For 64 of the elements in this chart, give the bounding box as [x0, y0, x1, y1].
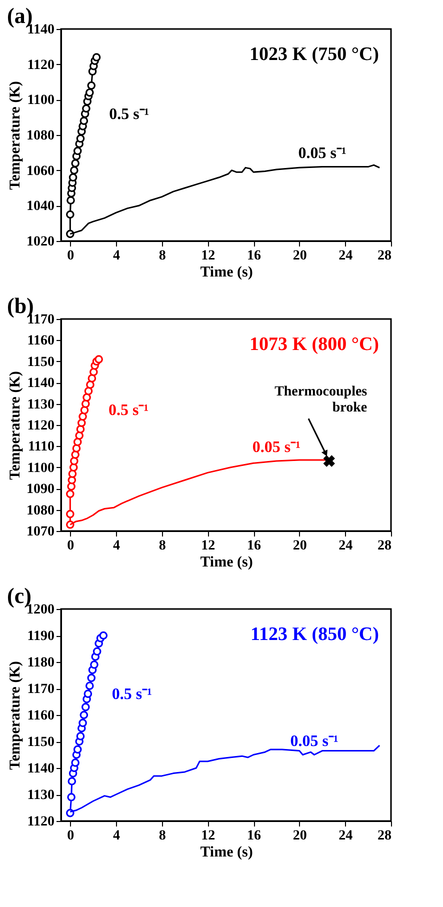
- series-label: 0.05 s⁻¹: [298, 144, 346, 162]
- series-label: 0.5 s⁻¹: [109, 106, 150, 123]
- y-tick-label: 1080: [26, 503, 54, 518]
- series-label: 0.5 s⁻¹: [108, 402, 149, 420]
- y-tick-label: 1140: [27, 376, 54, 392]
- y-tick-label: 1120: [27, 58, 54, 73]
- x-tick-label: 12: [201, 248, 216, 264]
- series-label: 0.05 s⁻¹: [290, 732, 338, 750]
- x-tick-label: 16: [247, 248, 261, 264]
- x-tick-label: 24: [338, 828, 353, 844]
- y-axis-title: Temperature (K): [8, 371, 24, 480]
- y-tick-label: 1140: [27, 762, 54, 776]
- y-tick-label: 1040: [26, 199, 54, 214]
- x-tick-label: 28: [378, 538, 392, 554]
- series-label: 0.5 s⁻¹: [112, 686, 152, 703]
- y-tick-label: 1130: [27, 788, 54, 803]
- x-tick-label: 20: [292, 538, 307, 554]
- y-tick-label: 1160: [27, 708, 54, 724]
- y-axis-title: Temperature (K): [8, 661, 24, 770]
- x-tick-label: 28: [378, 828, 392, 844]
- x-tick-label: 12: [201, 828, 216, 844]
- x-axis-title: Time (s): [200, 264, 253, 280]
- y-tick-label: 1120: [27, 418, 54, 434]
- y-tick-label: 1160: [27, 334, 54, 349]
- annotation: 1123 K (850 °C): [250, 624, 379, 645]
- x-tick-label: 4: [113, 538, 120, 554]
- y-tick-label: 1100: [27, 93, 54, 108]
- y-tick-label: 1150: [27, 735, 54, 750]
- y-tick-label: 1060: [26, 164, 54, 179]
- x-tick-label: 24: [338, 248, 353, 264]
- x-tick-label: 8: [158, 828, 166, 844]
- x-tick-label: 16: [247, 828, 261, 844]
- y-tick-label: 1120: [27, 814, 54, 830]
- x-tick-label: 16: [247, 538, 261, 554]
- y-tick-label: 1190: [27, 629, 54, 644]
- x-tick-label: 12: [201, 538, 216, 554]
- annotation: Thermocouples broke: [274, 384, 368, 416]
- y-tick-label: 1130: [27, 397, 54, 412]
- x-tick-label: 8: [158, 248, 166, 264]
- x-axis-title: Time (s): [200, 554, 253, 570]
- y-tick-label: 1100: [27, 460, 54, 476]
- y-tick-label: 1080: [26, 128, 54, 144]
- y-tick-label: 1020: [26, 234, 54, 250]
- x-tick-label: 4: [113, 828, 120, 844]
- y-tick-label: 1180: [27, 656, 54, 670]
- y-tick-label: 1090: [26, 482, 54, 498]
- x-tick-label: 4: [113, 248, 120, 264]
- x-axis-title: Time (s): [200, 844, 253, 860]
- x-tick-label: 24: [338, 538, 353, 554]
- x-tick-label: 0: [67, 828, 74, 844]
- x-tick-label: 0: [67, 538, 74, 554]
- y-tick-label: 1070: [26, 524, 54, 540]
- x-tick-label: 0: [67, 248, 74, 264]
- y-tick-label: 1150: [27, 354, 54, 370]
- annotation: 1023 K (750 °C): [249, 44, 379, 65]
- x-tick-label: 20: [292, 828, 307, 844]
- y-tick-label: 1110: [28, 440, 54, 455]
- x-tick-label: 28: [378, 248, 392, 264]
- y-tick-label: 1170: [27, 682, 54, 697]
- y-axis-title: Temperature (K): [8, 81, 24, 190]
- series-label: 0.05 s⁻¹: [252, 439, 301, 456]
- x-tick-label: 8: [158, 538, 166, 554]
- x-tick-label: 20: [292, 248, 307, 264]
- annotation: 1073 K (800 °C): [249, 334, 379, 355]
